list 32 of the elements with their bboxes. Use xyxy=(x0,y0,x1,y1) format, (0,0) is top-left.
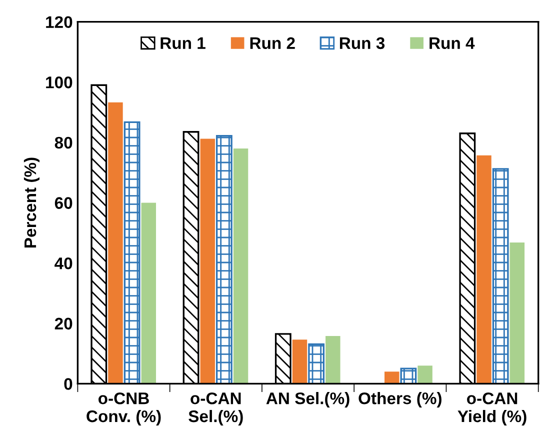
y-tick-label: 20 xyxy=(54,318,72,330)
bar xyxy=(476,155,492,384)
y-axis-title: Percent (%) xyxy=(24,158,40,248)
y-tick-label: 0 xyxy=(64,378,72,390)
bar xyxy=(108,102,123,384)
x-tick-label: Others (%) xyxy=(358,392,442,408)
y-tick-label: 60 xyxy=(54,197,72,209)
bar xyxy=(418,366,432,384)
bar xyxy=(400,368,417,384)
y-tick-label: 100 xyxy=(46,76,72,88)
legend-label: Run 3 xyxy=(340,37,385,50)
bar xyxy=(233,148,248,384)
legend-label: Run 2 xyxy=(250,37,295,50)
bar xyxy=(141,202,156,384)
y-tick-label: 40 xyxy=(54,257,72,270)
bar xyxy=(492,168,509,384)
bar xyxy=(384,372,400,384)
y-tick-label: 120 xyxy=(46,16,72,28)
legend-label: Run 4 xyxy=(430,37,475,50)
legend-label: Run 1 xyxy=(160,37,206,50)
bar xyxy=(308,343,325,384)
y-tick-label: 80 xyxy=(54,136,72,149)
bar xyxy=(326,336,340,384)
x-tick-label: o-CAN Yield (%) xyxy=(458,392,526,426)
x-tick-label: AN Sel.(%) xyxy=(266,392,350,408)
bar xyxy=(200,138,215,384)
bar xyxy=(124,121,140,384)
x-tick-label: o-CAN Sel.(%) xyxy=(188,392,243,426)
bar xyxy=(216,134,232,384)
x-tick-label: o-CNB Conv. (%) xyxy=(86,392,161,426)
bar xyxy=(292,340,308,384)
bar xyxy=(510,242,525,384)
